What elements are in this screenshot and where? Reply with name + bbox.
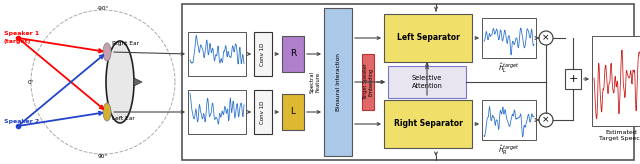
Text: +: + [568, 74, 578, 84]
Text: 90°: 90° [98, 154, 108, 159]
Text: R: R [290, 50, 296, 59]
Text: $\hat{h}_L^{target}$: $\hat{h}_L^{target}$ [498, 62, 520, 75]
Ellipse shape [103, 43, 111, 61]
Circle shape [539, 31, 553, 45]
Text: ×: × [542, 115, 550, 124]
Text: 0°: 0° [28, 80, 35, 84]
Text: Spectral
Feature: Spectral Feature [310, 71, 321, 93]
Text: Right Separator: Right Separator [394, 120, 463, 129]
Ellipse shape [106, 41, 134, 123]
Bar [362, 54, 374, 110]
Text: $\hat{h}_R^{target}$: $\hat{h}_R^{target}$ [498, 144, 520, 157]
Text: Speaker 2: Speaker 2 [4, 120, 39, 124]
Circle shape [539, 113, 553, 127]
Text: Selective
Attention: Selective Attention [412, 75, 442, 89]
Bar [188, 32, 246, 76]
Bar [565, 69, 581, 89]
Polygon shape [134, 78, 142, 86]
Bar [282, 94, 304, 130]
Ellipse shape [103, 103, 111, 121]
Bar [254, 90, 272, 134]
Bar [188, 90, 246, 134]
Bar [324, 8, 352, 156]
Text: Left Ear: Left Ear [112, 115, 135, 121]
Bar [482, 100, 536, 140]
Text: Estimated
Target Speech: Estimated Target Speech [598, 130, 640, 141]
Bar [254, 32, 272, 76]
Bar [384, 14, 472, 62]
Bar [282, 36, 304, 72]
Text: Right Ear: Right Ear [112, 41, 139, 45]
Text: L: L [291, 107, 296, 116]
Bar [388, 66, 466, 98]
Text: -90°: -90° [97, 6, 109, 11]
Bar [592, 36, 640, 126]
Bar [182, 4, 634, 160]
Text: Conv 1D: Conv 1D [260, 42, 266, 66]
Text: Target Speaker
Embedding: Target Speaker Embedding [363, 63, 373, 101]
Text: Speaker 1: Speaker 1 [4, 31, 39, 37]
Text: Left Separator: Left Separator [397, 33, 460, 42]
Text: Binaural Interaction: Binaural Interaction [335, 53, 340, 111]
Text: (target): (target) [4, 40, 31, 44]
Bar [384, 100, 472, 148]
Text: Conv 1D: Conv 1D [260, 100, 266, 124]
Text: ×: × [542, 33, 550, 42]
Bar [482, 18, 536, 58]
